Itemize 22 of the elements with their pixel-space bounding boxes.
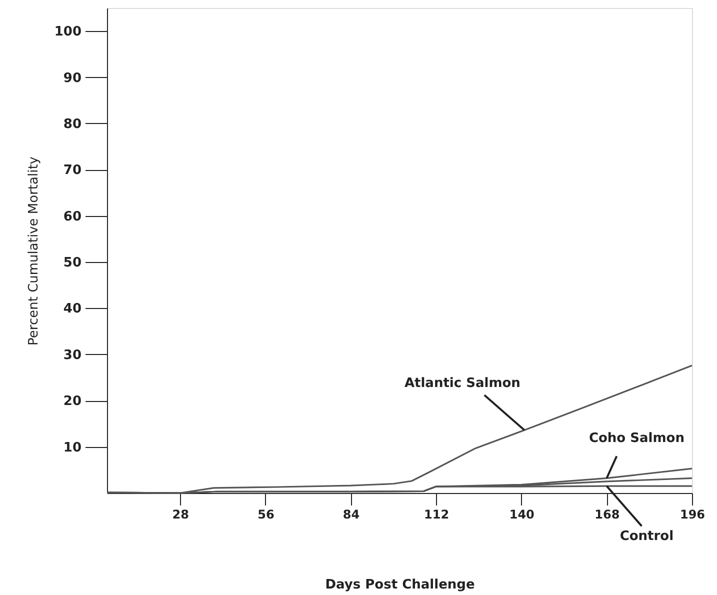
x-tick-label: 140 <box>509 508 534 522</box>
y-tick-label: 30 <box>63 348 82 363</box>
y-tick-label: 70 <box>63 163 82 178</box>
x-axis-title: Days Post Challenge <box>325 578 475 592</box>
x-tick-label: 56 <box>258 508 274 522</box>
y-tick-label: 100 <box>54 24 82 40</box>
y-tick-label: 10 <box>63 440 82 456</box>
y-tick-label: 60 <box>63 209 82 224</box>
y-axis-title: Percent Cumulative Mortality <box>26 156 42 346</box>
x-tick-label: 84 <box>342 508 360 522</box>
x-tick-label: 28 <box>172 508 189 522</box>
y-tick-label: 20 <box>63 394 82 410</box>
y-tick-label: 50 <box>63 256 82 271</box>
x-tick-label: 196 <box>680 508 706 522</box>
text: Atlantic Salmon <box>404 376 520 392</box>
y-tick-label: 90 <box>63 70 82 86</box>
y-tick-label: 40 <box>63 302 82 317</box>
text: Control <box>620 529 674 544</box>
x-tick-label: 112 <box>424 508 450 522</box>
x-tick-label: 168 <box>594 508 620 522</box>
series-label: Coho Salmon <box>588 431 684 446</box>
y-tick-label: 80 <box>63 116 82 132</box>
